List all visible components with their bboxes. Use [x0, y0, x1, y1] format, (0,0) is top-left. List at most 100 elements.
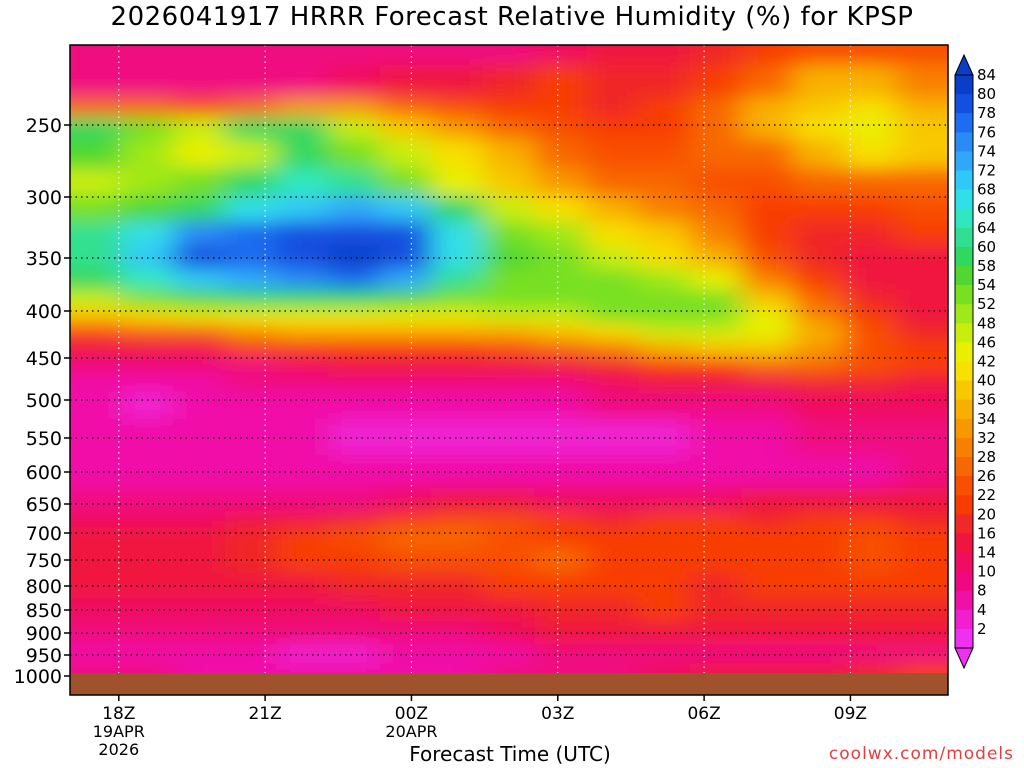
- rh-cell: [224, 308, 278, 324]
- rh-cell: [70, 45, 123, 66]
- rh-cell: [431, 65, 485, 98]
- rh-cell: [689, 546, 743, 574]
- rh-cell: [70, 339, 123, 359]
- y-tick-label: 650: [26, 494, 62, 516]
- rh-cell: [483, 168, 536, 197]
- rh-cell: [173, 322, 226, 341]
- grid-lines: [70, 45, 948, 673]
- rh-cell: [586, 644, 640, 665]
- x-tick-date-label: 19APR: [93, 722, 145, 741]
- rh-cell: [586, 139, 640, 170]
- rh-cell: [793, 97, 846, 118]
- rh-cell: [896, 195, 948, 223]
- y-tick-label: 250: [26, 115, 62, 137]
- rh-cell: [638, 308, 691, 324]
- rh-cell: [276, 621, 330, 645]
- rh-cell: [741, 322, 795, 341]
- colorbar-swatch: [955, 380, 973, 401]
- rh-cell: [896, 357, 948, 376]
- rh-cell: [431, 97, 485, 118]
- rh-cell: [741, 221, 795, 247]
- rh-cell: [224, 139, 278, 170]
- rh-cell: [638, 512, 691, 529]
- rh-cell: [689, 644, 743, 665]
- rh-cell: [173, 419, 226, 456]
- rh-cell: [121, 374, 175, 393]
- rh-cell: [276, 65, 330, 98]
- rh-cell: [741, 289, 795, 310]
- rh-cell: [793, 512, 846, 529]
- rh-cell: [173, 374, 226, 393]
- rh-cell: [896, 308, 948, 324]
- rh-cell: [638, 221, 691, 247]
- rh-cell: [896, 117, 948, 141]
- y-tick-label: 750: [26, 550, 62, 572]
- rh-cell: [793, 322, 846, 341]
- rh-cell: [483, 339, 536, 359]
- rh-cell: [534, 65, 588, 98]
- rh-cell: [483, 195, 536, 223]
- rh-cell: [121, 357, 175, 376]
- rh-cell: [689, 289, 743, 310]
- rh-cell: [586, 65, 640, 98]
- rh-cell: [689, 268, 743, 291]
- rh-cell: [793, 339, 846, 359]
- rh-cell: [793, 357, 846, 376]
- rh-cell: [328, 546, 381, 574]
- rh-cell: [121, 45, 175, 66]
- y-tick-label: 600: [26, 462, 62, 484]
- rh-cell: [379, 97, 433, 118]
- rh-cell: [276, 512, 330, 529]
- rh-cell: [121, 168, 175, 197]
- rh-cell: [121, 97, 175, 118]
- rh-cell: [689, 488, 743, 514]
- rh-cell: [534, 97, 588, 118]
- rh-cell: [741, 308, 795, 324]
- rh-cell: [431, 308, 485, 324]
- rh-cell: [224, 117, 278, 141]
- rh-cell: [483, 644, 536, 665]
- rh-cell: [896, 663, 948, 673]
- y-axis: 2503003504004505005506006507007508008509…: [14, 115, 70, 688]
- rh-cell: [224, 195, 278, 223]
- rh-cell: [431, 527, 485, 548]
- rh-cell: [328, 527, 381, 548]
- colorbar-swatch: [955, 609, 973, 630]
- rh-cell: [896, 268, 948, 291]
- rh-cell: [483, 322, 536, 341]
- rh-cell: [70, 663, 123, 673]
- rh-cell: [741, 268, 795, 291]
- rh-cell: [689, 391, 743, 420]
- rh-cell: [70, 195, 123, 223]
- rh-cell: [534, 391, 588, 420]
- rh-cell: [173, 117, 226, 141]
- site-credit[interactable]: coolwx.com/models: [828, 744, 1014, 764]
- rh-cell: [431, 168, 485, 197]
- y-tick-label: 1000: [14, 666, 62, 688]
- rh-cell: [431, 339, 485, 359]
- rh-cell: [534, 245, 588, 270]
- rh-cell: [276, 374, 330, 393]
- rh-cell: [586, 357, 640, 376]
- y-tick-label: 850: [26, 600, 62, 622]
- rh-cell: [586, 268, 640, 291]
- rh-cell: [534, 573, 588, 599]
- rh-cell: [328, 374, 381, 393]
- rh-cell: [638, 374, 691, 393]
- rh-cell: [70, 357, 123, 376]
- rh-cell: [586, 45, 640, 66]
- rh-cell: [741, 644, 795, 665]
- rh-cell: [483, 374, 536, 393]
- rh-cell: [276, 322, 330, 341]
- rh-cell: [534, 527, 588, 548]
- rh-cell: [586, 512, 640, 529]
- rh-cell: [173, 663, 226, 673]
- rh-cell: [483, 139, 536, 170]
- rh-cell: [431, 322, 485, 341]
- rh-cell: [431, 573, 485, 599]
- rh-cell: [431, 117, 485, 141]
- rh-cell: [173, 339, 226, 359]
- rh-cell: [70, 391, 123, 420]
- colorbar-swatch: [955, 189, 973, 210]
- rh-cell: [741, 512, 795, 529]
